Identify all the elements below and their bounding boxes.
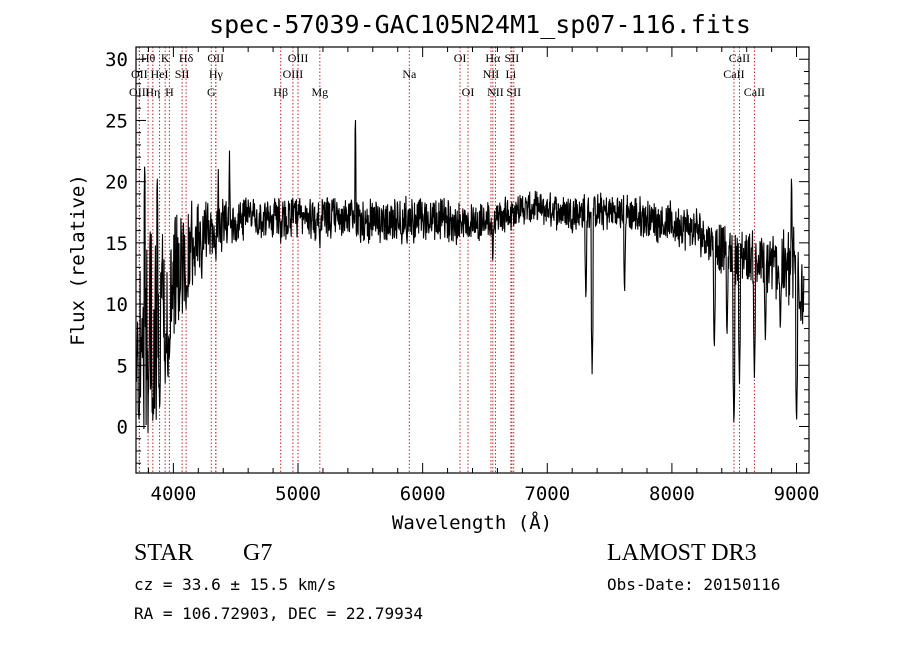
y-tick-label: 15 [105, 233, 128, 255]
x-tick-label: 5000 [275, 483, 321, 505]
line-label: Na [402, 67, 417, 81]
line-label: Li [506, 67, 517, 81]
object-subclass: G7 [243, 540, 272, 566]
obs-date: Obs-Date: 20150116 [607, 575, 780, 594]
info-panel: STAR G7 cz = 33.6 ± 15.5 km/s RA = 106.7… [134, 540, 780, 623]
line-label: Mg [311, 85, 328, 99]
line-label: HeI [151, 67, 169, 81]
y-tick-label: 25 [105, 110, 128, 132]
object-class: STAR [134, 540, 193, 566]
x-axis: 4000 5000 6000 7000 8000 9000 [147, 47, 820, 505]
line-label: CaII [729, 51, 750, 65]
line-label: NII [483, 67, 500, 81]
y-tick-label: 10 [105, 294, 128, 316]
y-axis-label: Flux (relative) [67, 174, 89, 346]
line-label: SII [505, 51, 520, 65]
x-tick-label: 7000 [524, 483, 570, 505]
chart-title: spec-57039-GAC105N24M1_sp07-116.fits [209, 10, 751, 39]
line-label: SII [506, 85, 521, 99]
spectrum-line [135, 119, 805, 434]
line-label: Hγ [209, 67, 224, 81]
line-label: SII [175, 67, 190, 81]
x-tick-label: 4000 [151, 483, 197, 505]
line-label: OIII [129, 85, 150, 99]
y-tick-label: 0 [117, 416, 128, 438]
line-label: OIII [283, 67, 304, 81]
line-label: Hη [145, 85, 160, 99]
line-label: OI [454, 51, 467, 65]
line-label: OII [207, 51, 224, 65]
x-tick-label: 6000 [400, 483, 446, 505]
x-axis-label: Wavelength (Å) [392, 511, 552, 534]
line-label: OIII [288, 51, 309, 65]
line-label: K [161, 51, 170, 65]
y-tick-label: 20 [105, 172, 128, 194]
y-tick-label: 5 [117, 355, 128, 377]
x-tick-label: 8000 [649, 483, 695, 505]
line-label: Hα [485, 51, 501, 65]
line-label: CaII [744, 85, 765, 99]
survey-name: LAMOST DR3 [607, 540, 757, 566]
line-label: Hβ [273, 85, 288, 99]
line-label: Hδ [179, 51, 194, 65]
line-label: G [207, 85, 216, 99]
line-label: OI [462, 85, 475, 99]
line-marker-group [138, 47, 755, 473]
plot-frame [135, 46, 810, 474]
y-axis: 0 5 10 15 20 25 30 [105, 49, 809, 464]
line-label: OII [131, 67, 148, 81]
coordinates-text: RA = 106.72903, DEC = 22.79934 [134, 604, 423, 623]
line-label: Hθ [141, 51, 156, 65]
y-tick-label: 30 [105, 49, 128, 71]
line-label: H [165, 85, 174, 99]
line-label: CaII [723, 67, 744, 81]
line-label: NII [487, 85, 504, 99]
redshift-text: cz = 33.6 ± 15.5 km/s [134, 575, 336, 594]
x-tick-label: 9000 [774, 483, 820, 505]
